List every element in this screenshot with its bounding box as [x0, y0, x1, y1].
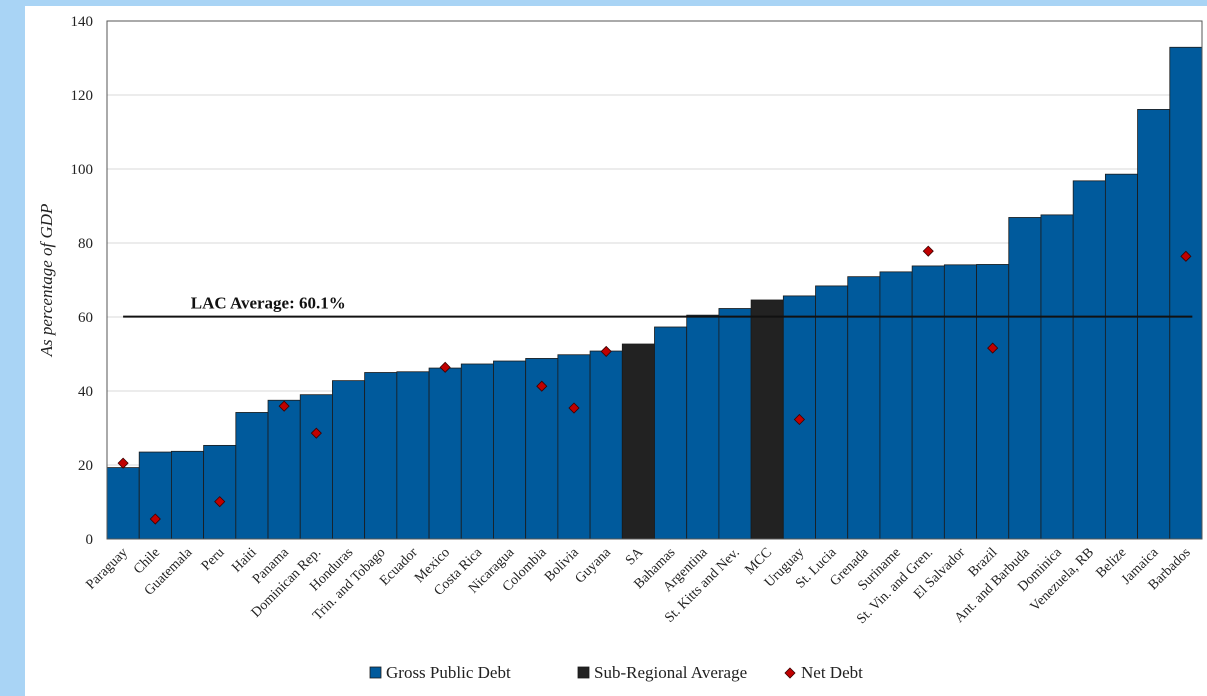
net-debt-marker — [987, 342, 999, 354]
net-debt-marker — [922, 245, 934, 257]
gross-debt-bar — [364, 372, 398, 540]
plot-area-frame — [106, 20, 1203, 540]
gross-debt-bar — [171, 450, 205, 540]
net-debt-marker — [149, 513, 161, 525]
legend-label: Net Debt — [801, 663, 863, 682]
y-tick-label: 100 — [71, 162, 94, 178]
gross-debt-bar — [847, 276, 881, 540]
gross-debt-bar — [493, 360, 527, 540]
gross-debt-bar — [1169, 46, 1203, 540]
gross-debt-bar — [1040, 214, 1074, 540]
gross-debt-bar — [815, 285, 849, 540]
y-tick-label: 20 — [78, 458, 93, 474]
gross-debt-bar — [460, 363, 494, 540]
gross-debt-bar — [976, 264, 1010, 540]
legend-gross-public-debt: Gross Public Debt — [369, 663, 511, 682]
net-debt-marker — [600, 345, 612, 357]
x-category-label: SA — [623, 545, 647, 569]
gross-debt-bar — [686, 314, 720, 540]
legend: Gross Public Debt Sub-Regional Average Net… — [369, 663, 863, 682]
legend-swatch — [369, 666, 382, 679]
net-debt-marker — [568, 402, 580, 414]
net-debt-marker — [439, 361, 451, 373]
gross-debt-bar — [428, 367, 462, 540]
lac-average-label: LAC Average: 60.1% — [191, 294, 346, 313]
net-debt-marker — [310, 427, 322, 439]
legend-swatch — [577, 666, 590, 679]
net-debt-marker — [278, 400, 290, 412]
y-axis-label: As percentage of GDP — [37, 204, 56, 358]
legend-label: Sub-Regional Average — [594, 663, 747, 682]
net-debt-marker — [214, 496, 226, 508]
net-debt-markers — [117, 245, 1192, 525]
legend-swatch — [784, 667, 796, 679]
gross-debt-bar — [203, 444, 237, 540]
net-debt-marker — [1180, 250, 1192, 262]
y-tick-label: 60 — [78, 310, 93, 326]
y-tick-label: 0 — [86, 532, 94, 548]
gross-debt-bar — [235, 412, 269, 540]
gross-debt-bar — [1104, 173, 1138, 540]
legend-sub-regional-average: Sub-Regional Average — [577, 663, 747, 682]
gross-debt-bar — [267, 399, 301, 540]
sub-regional-average-bar — [750, 299, 784, 540]
legend-net-debt: Net Debt — [784, 663, 863, 682]
gross-debt-bar — [396, 371, 430, 540]
gross-debt-bar — [332, 380, 366, 540]
gross-debt-bar — [879, 271, 913, 540]
gross-debt-bar — [943, 264, 977, 540]
gross-debt-bar — [654, 326, 688, 540]
gross-debt-bar — [106, 467, 140, 540]
net-debt-marker — [117, 457, 129, 469]
chart-panel: LAC Average: 60.1% 0 20 40 60 80 100 120 140 Pa… — [25, 6, 1207, 696]
y-tick-label: 140 — [71, 14, 94, 30]
gross-debt-bar — [718, 308, 752, 540]
x-category-label: Paraguay — [83, 545, 130, 592]
x-category-label: Peru — [199, 545, 228, 574]
y-tick-label: 40 — [78, 384, 93, 400]
gross-debt-bar — [1072, 180, 1106, 540]
legend-label: Gross Public Debt — [386, 663, 511, 682]
net-debt-marker — [536, 380, 548, 392]
gross-debt-bar — [299, 394, 333, 540]
gross-debt-bar — [1137, 109, 1171, 540]
sub-regional-average-bar — [621, 343, 655, 540]
gross-debt-bar — [589, 350, 623, 540]
x-category-label: Guyana — [573, 545, 615, 587]
bars — [106, 46, 1203, 540]
y-tick-label: 80 — [78, 236, 93, 252]
gross-debt-bar — [911, 265, 945, 540]
y-axis-ticks: 0 20 40 60 80 100 120 140 — [71, 14, 94, 548]
y-tick-label: 120 — [71, 88, 94, 104]
gross-debt-bar — [557, 354, 591, 540]
gross-debt-bar — [1008, 217, 1042, 540]
gross-debt-bar — [138, 451, 172, 540]
net-debt-marker — [793, 413, 805, 426]
debt-chart: LAC Average: 60.1% 0 20 40 60 80 100 120 140 Pa… — [37, 14, 1203, 682]
